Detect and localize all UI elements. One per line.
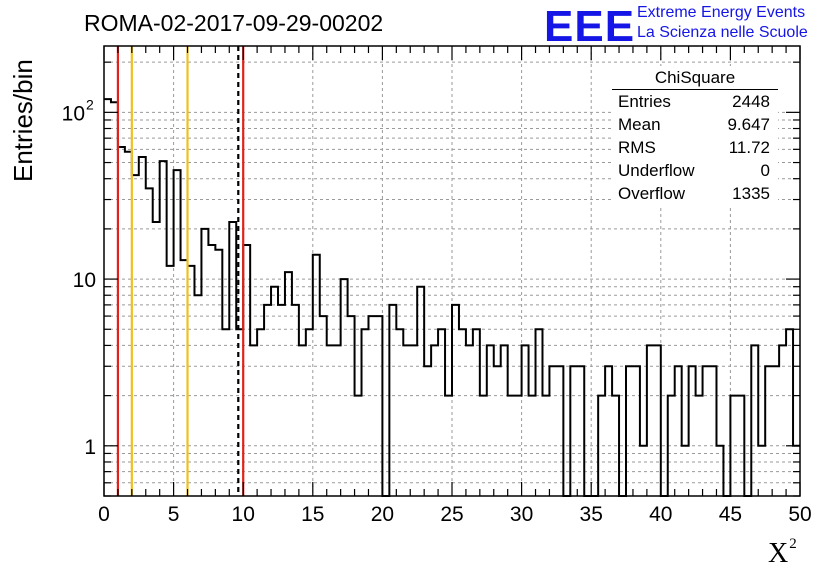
x-tick-label: 40 [649,503,672,526]
stat-row-mean: Mean 9.647 [618,115,770,137]
stat-value: 0 [760,161,770,180]
x-tick-label: 20 [371,503,394,526]
histogram-series [104,98,800,497]
x-tick-label: 10 [232,503,255,526]
logo-text-line2: La Scienza nelle Scuole [637,24,808,41]
stat-row-entries: Entries 2448 [618,92,770,114]
x-tick-label: 25 [440,503,463,526]
axis-ticks [103,46,801,497]
x-axis-label-superscript: 2 [789,536,797,552]
y-tick-label: 10 [62,102,85,125]
stat-row-underflow: Underflow 0 [618,161,770,183]
histogram-step-line [104,98,800,497]
stats-divider [612,89,778,90]
x-axis-label: X2 [768,536,797,570]
stat-name: Entries [618,92,671,111]
y-axis-label-wrap: Entries/bin [8,59,38,182]
stat-name: Underflow [618,161,695,180]
logo-text-line1: Extreme Energy Events [637,4,806,21]
y-axis-label: Entries/bin [8,59,38,182]
stat-value: 2448 [732,92,770,111]
stat-value: 11.72 [728,138,770,157]
x-tick-label: 45 [719,503,742,526]
stat-value: 9.647 [727,115,770,134]
stat-name: Overflow [618,184,686,203]
x-tick-label: 15 [301,503,324,526]
stat-row-overflow: Overflow 1335 [618,184,770,206]
stats-title: ChiSquare [654,68,736,87]
y-tick-label: 10 [73,269,96,292]
stats-box: ChiSquare Entries 2448 Mean 9.647 RMS 11… [612,66,778,206]
stat-name: RMS [618,138,656,157]
x-tick-label: 35 [580,503,603,526]
x-tick-label: 50 [788,503,811,526]
x-tick-label: 0 [98,503,110,526]
reference-lines [116,46,245,496]
eee-logo: EEE [544,2,636,51]
x-tick-label: 30 [510,503,533,526]
x-axis-label-text: X [768,538,789,569]
stat-value: 1335 [732,184,770,203]
stat-name: Mean [618,115,661,134]
y-tick-label: 1 [84,436,96,459]
x-tick-label: 5 [168,503,180,526]
chart-title: ROMA-02-2017-09-29-00202 [84,10,384,36]
y-tick-label-exponent: 2 [86,96,94,112]
stat-row-rms: RMS 11.72 [618,138,770,160]
